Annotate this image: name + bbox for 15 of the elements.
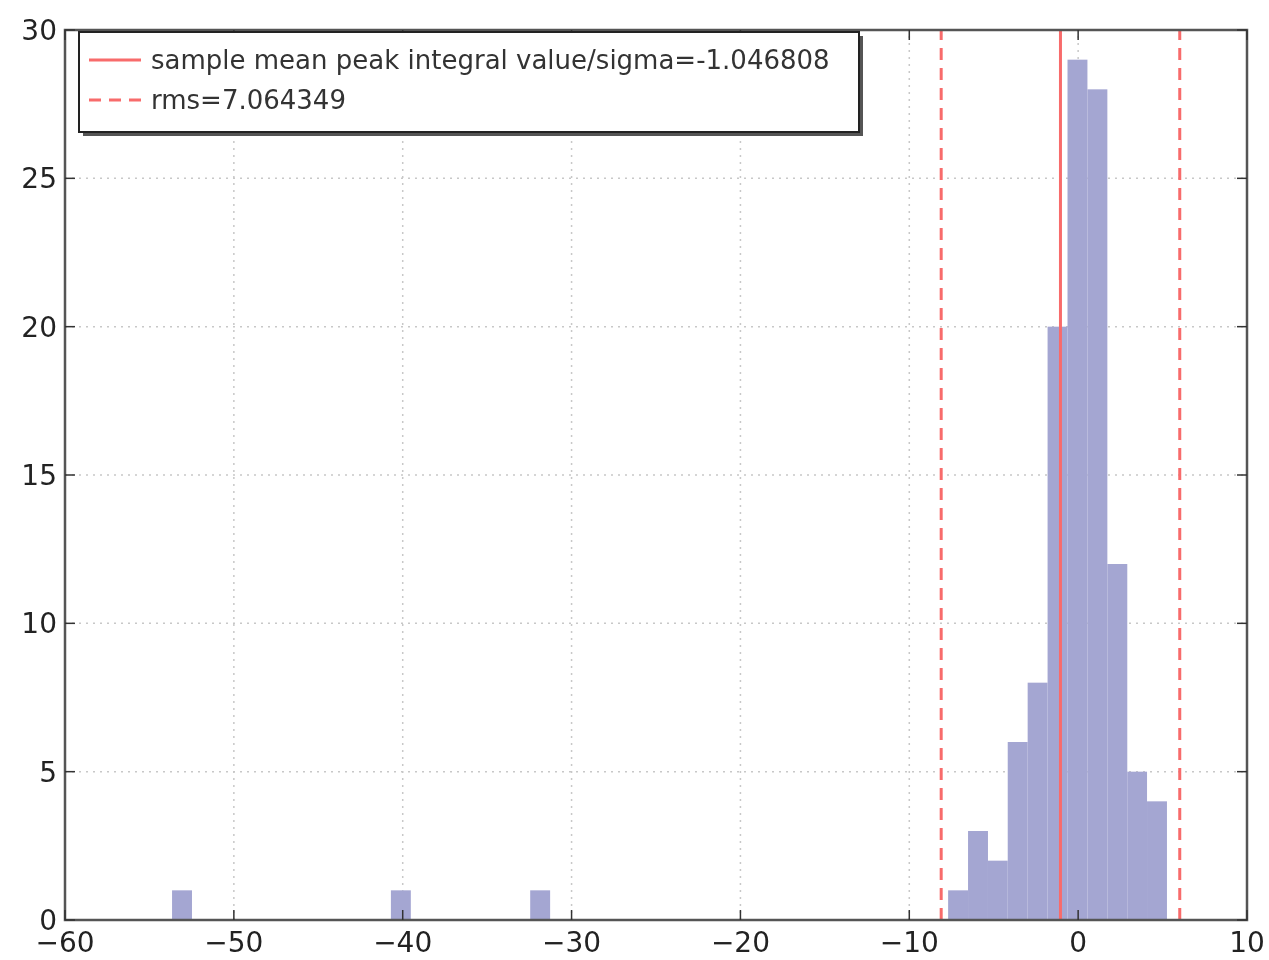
x-tick-label: −30 (542, 926, 602, 959)
y-tick-label: 5 (39, 755, 57, 789)
x-tick-label: −40 (373, 926, 433, 959)
annotation: sample mean peak integral value/sigma=-1.046808 (151, 45, 830, 75)
y-tick-label: 15 (21, 459, 57, 492)
x-tick-label: −20 (710, 926, 770, 959)
y-tick-label: 25 (21, 162, 57, 196)
x-tick-label: 0 (1069, 926, 1088, 959)
x-tick-label: 10 (1229, 926, 1265, 959)
x-tick-label: −10 (879, 926, 939, 959)
y-tick-label: 10 (21, 607, 57, 641)
annotation: rms=7.064349 (151, 85, 346, 115)
x-tick-label: −50 (204, 926, 264, 959)
y-tick-label: 30 (21, 14, 57, 47)
y-tick-label: 20 (21, 310, 57, 344)
